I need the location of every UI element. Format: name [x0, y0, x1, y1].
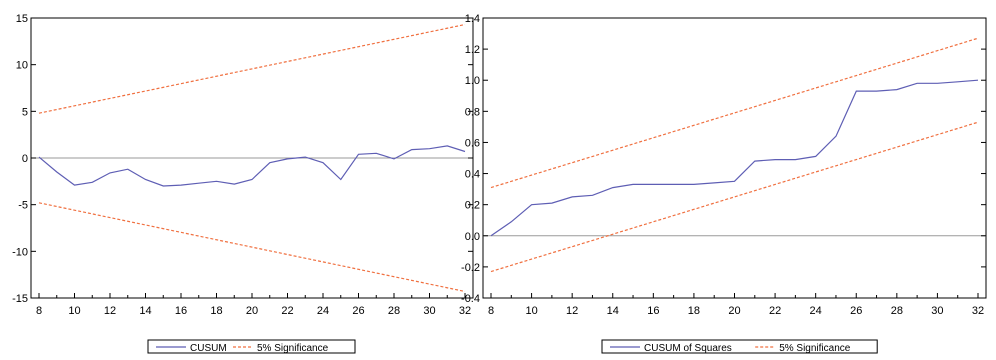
x-tick-label: 28: [388, 305, 400, 317]
x-tick-label: 10: [525, 305, 537, 317]
y-tick-label: 0.8: [465, 106, 480, 118]
x-tick-label: 24: [317, 305, 329, 317]
significance-band-1: [490, 37, 979, 189]
chart-panel-1: 15 10 5 0 -5 -10 -15 8 10 12 14 16 18 20 22 24 26 28 30 32 C…: [12, 13, 474, 354]
y-tick-label: -15: [12, 293, 28, 305]
x-tick-label: 22: [769, 305, 781, 317]
x-tick-label: 20: [728, 305, 740, 317]
x-tick-label: 20: [246, 305, 258, 317]
legend: CUSUM 5% Significance: [147, 339, 356, 354]
x-tick-label: 30: [423, 305, 435, 317]
x-tick-label: 24: [810, 305, 822, 317]
series-line-cusum: [38, 145, 466, 187]
x-tick-label: 16: [647, 305, 659, 317]
y-tick-label: -0.4: [461, 293, 480, 305]
y-tick-label: 1.0: [465, 75, 480, 87]
y-tick-label: 1.4: [465, 13, 480, 25]
legend-label-significance: 5% Significance: [779, 343, 851, 354]
y-tick-label: -0.2: [461, 262, 480, 274]
y-tick-label: 0.2: [465, 200, 480, 212]
x-tick-label: 8: [36, 305, 42, 317]
y-tick-label: -10: [12, 246, 28, 258]
x-tick-label: 26: [850, 305, 862, 317]
x-tick-label: 8: [488, 305, 494, 317]
x-tick-label: 12: [566, 305, 578, 317]
legend-label-series: CUSUM of Squares: [644, 343, 732, 354]
x-tick-label: 32: [972, 305, 984, 317]
legend-label-significance: 5% Significance: [257, 343, 329, 354]
x-tick-label: 18: [210, 305, 222, 317]
y-tick-label: 0.6: [465, 137, 480, 149]
x-tick-label: 22: [281, 305, 293, 317]
legend: CUSUM of Squares 5% Significance: [601, 339, 878, 354]
y-tick-label: 0: [22, 153, 28, 165]
chart-panel-2: 1.4 1.2 1.0 0.8 0.6 0.4 0.2 0.0 -0.2 -0.4 8 10 12 14 1…: [461, 13, 987, 354]
y-tick-label: 15: [16, 13, 28, 25]
x-tick-label: 30: [931, 305, 943, 317]
x-tick-label: 32: [459, 305, 471, 317]
x-tick-label: 28: [891, 305, 903, 317]
legend-box: [147, 339, 356, 354]
x-tick-label: 16: [175, 305, 187, 317]
x-tick-label: 14: [139, 305, 151, 317]
y-tick-label: 0.0: [465, 231, 480, 243]
y-tick-label: 1.2: [465, 44, 480, 56]
x-tick-label: 14: [607, 305, 619, 317]
significance-band-2: [490, 121, 979, 273]
x-tick-label: 12: [104, 305, 116, 317]
significance-band-2: [38, 202, 466, 293]
y-tick-label: 0.4: [465, 169, 480, 181]
y-tick-label: 10: [16, 60, 28, 72]
y-tick-label: -5: [18, 200, 28, 212]
legend-label-series: CUSUM: [190, 343, 227, 354]
x-tick-label: 10: [68, 305, 80, 317]
plot-frame: [482, 17, 987, 299]
y-tick-label: 5: [22, 106, 28, 118]
x-tick-label: 18: [688, 305, 700, 317]
series-line-cusum-of-squares: [490, 79, 979, 237]
legend-box: [601, 339, 878, 354]
x-tick-label: 26: [352, 305, 364, 317]
significance-band-1: [38, 23, 466, 114]
